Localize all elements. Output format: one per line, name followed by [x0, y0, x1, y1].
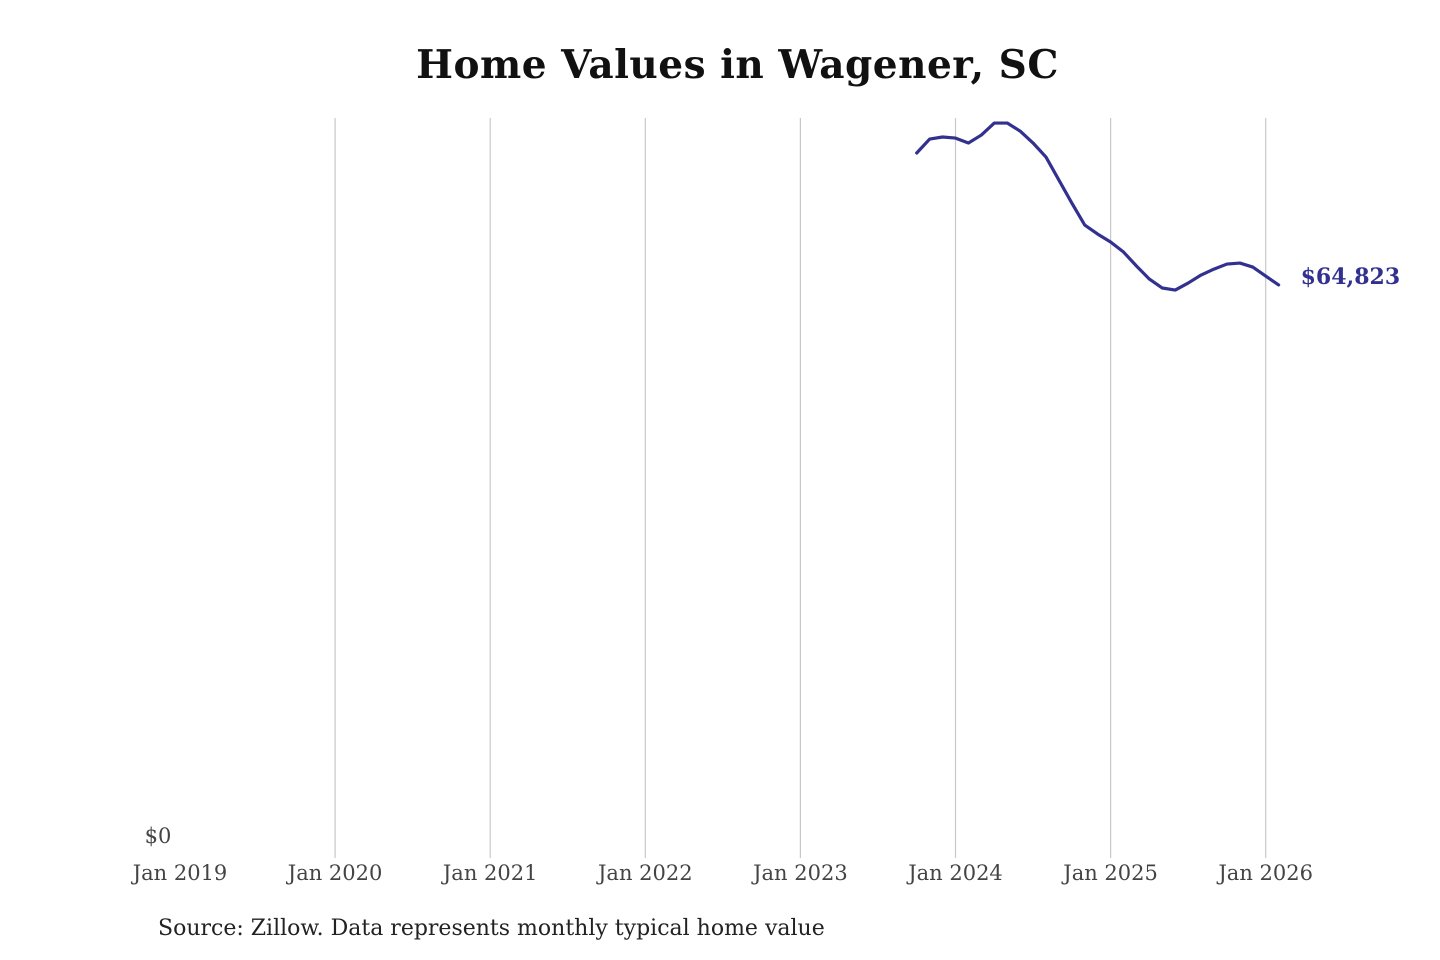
x-tick-label: Jan 2022 [596, 861, 693, 885]
source-note: Source: Zillow. Data represents monthly … [158, 916, 825, 941]
y-tick-label: $0 [145, 824, 172, 848]
series-line [915, 121, 1281, 292]
chart-title: Home Values in Wagener, SC [416, 42, 1059, 88]
x-tick-label: Jan 2021 [441, 861, 538, 885]
x-tick-label: Jan 2026 [1216, 861, 1313, 885]
x-tick-label: Jan 2020 [286, 861, 383, 885]
x-tick-label: Jan 2019 [131, 861, 228, 885]
x-tick-label: Jan 2023 [751, 861, 848, 885]
x-tick-label: Jan 2024 [906, 861, 1003, 885]
x-tick-label: Jan 2025 [1061, 861, 1158, 885]
end-value-label: $64,823 [1301, 264, 1401, 290]
